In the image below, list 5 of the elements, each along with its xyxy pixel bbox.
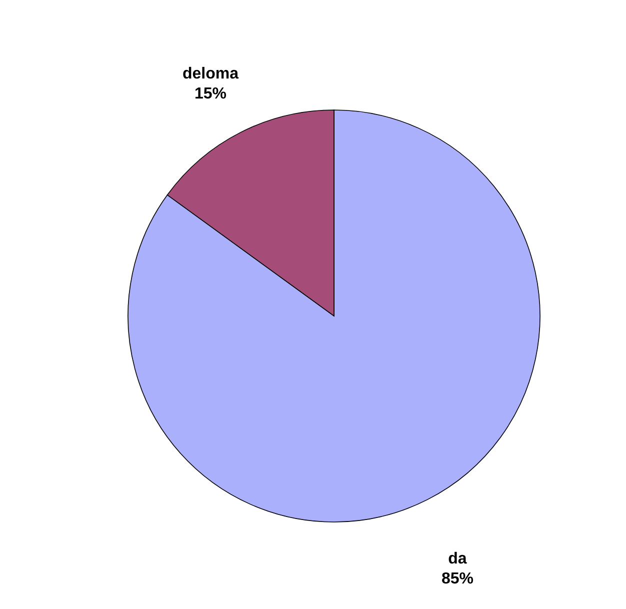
slice-label: deloma <box>182 66 239 83</box>
pie-slice <box>128 110 540 522</box>
data-label: 85% <box>441 570 474 588</box>
data-label: 15% <box>194 86 227 103</box>
slice-label: da <box>448 550 467 568</box>
